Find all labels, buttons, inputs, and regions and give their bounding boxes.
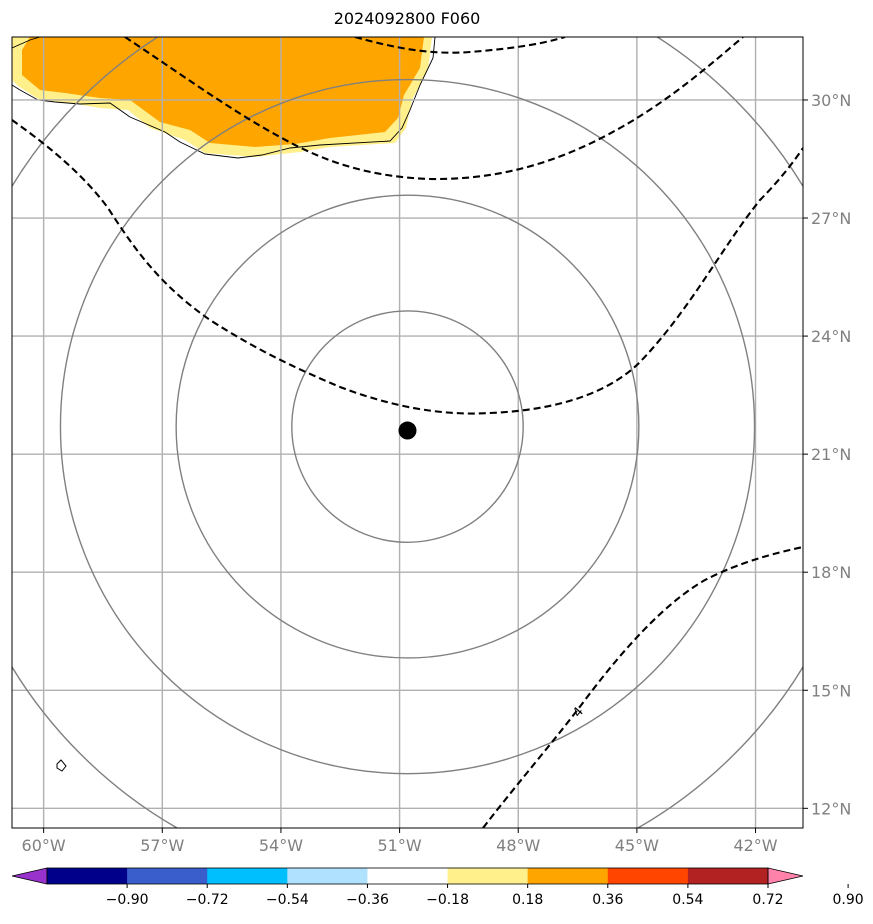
colorbar-segment xyxy=(447,868,529,884)
colorbar-tick-label: −0.72 xyxy=(186,892,229,908)
longitude-ticks: 60°W 57°W 54°W 51°W 48°W 45°W 42°W xyxy=(22,828,778,855)
chart-title: 2024092800 F060 xyxy=(333,9,481,28)
colorbar-tick-label: 0.18 xyxy=(512,892,543,908)
lat-tick-label: 12°N xyxy=(811,799,851,818)
colorbar-segment xyxy=(607,868,689,884)
lat-tick-label: 24°N xyxy=(811,327,851,346)
colorbar-tick-label: 0.90 xyxy=(833,892,864,908)
lon-tick-label: 60°W xyxy=(22,836,66,855)
colorbar-segment xyxy=(127,868,208,884)
colorbar-segment xyxy=(527,868,609,884)
colorbar-tick-label: −0.90 xyxy=(106,892,149,908)
colorbar-segment xyxy=(687,868,769,884)
shaded-field-core xyxy=(22,37,424,147)
colorbar-tick-label: 0.36 xyxy=(592,892,623,908)
range-ring xyxy=(291,310,524,543)
lon-tick-label: 57°W xyxy=(140,836,184,855)
colorbar-segment xyxy=(207,868,288,884)
contour-line xyxy=(12,119,803,415)
colorbar-tick-label: −0.36 xyxy=(346,892,389,908)
colorbar: −0.90 −0.72 −0.54 −0.36 −0.18 0.18 0.36 0.54 0.7… xyxy=(11,867,864,908)
map-frame xyxy=(11,36,804,829)
lat-tick-label: 15°N xyxy=(811,681,851,700)
colorbar-segment xyxy=(367,868,449,884)
lon-tick-label: 48°W xyxy=(496,836,540,855)
colorbar-extend-low xyxy=(11,867,48,885)
colorbar-tick-label: −0.18 xyxy=(426,892,469,908)
contour-line xyxy=(354,37,566,54)
colorbar-segment xyxy=(47,868,128,884)
colorbar-tick-label: 0.54 xyxy=(672,892,703,908)
lon-tick-label: 42°W xyxy=(733,836,777,855)
contour-line xyxy=(482,545,803,828)
island xyxy=(56,759,67,772)
range-ring xyxy=(175,194,640,659)
colorbar-tick-label: 0.72 xyxy=(752,892,783,908)
latitude-ticks: 12°N 15°N 18°N 21°N 24°N 27°N 30°N xyxy=(803,91,851,818)
contour-line xyxy=(124,37,744,181)
lat-tick-label: 30°N xyxy=(811,91,851,110)
coastline xyxy=(12,37,436,159)
storm-center-marker xyxy=(398,421,417,440)
lat-lon-grid xyxy=(12,37,803,828)
range-rings xyxy=(12,37,803,828)
map-body: 4 xyxy=(12,37,803,828)
lon-tick-label: 45°W xyxy=(615,836,659,855)
lon-tick-label: 51°W xyxy=(377,836,421,855)
range-ring xyxy=(12,37,803,828)
range-ring xyxy=(59,78,756,775)
colorbar-frame xyxy=(46,867,769,885)
lat-tick-label: 27°N xyxy=(811,209,851,228)
colorbar-tick-label: −0.54 xyxy=(266,892,309,908)
colorbar-segment xyxy=(287,868,368,884)
contours xyxy=(12,37,803,828)
lon-tick-label: 54°W xyxy=(259,836,303,855)
lat-tick-label: 18°N xyxy=(811,563,851,582)
colorbar-extend-high xyxy=(767,867,804,885)
lat-tick-label: 21°N xyxy=(811,445,851,464)
